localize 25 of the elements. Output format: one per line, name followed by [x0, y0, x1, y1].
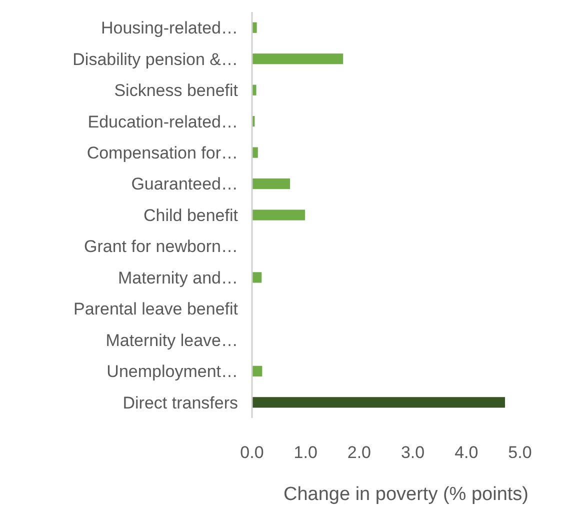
y-tick-label: Education-related…: [88, 112, 238, 132]
y-tick-label: Sickness benefit: [114, 81, 238, 100]
y-tick-label: Parental leave benefit: [74, 300, 238, 319]
bar: [252, 54, 344, 64]
y-tick-label: Unemployment…: [106, 362, 238, 382]
bar: [252, 210, 306, 220]
x-tick-label: 3.0: [400, 443, 425, 462]
bar: [252, 272, 262, 283]
y-tick-label: Guaranteed…: [131, 174, 238, 194]
x-tick-label: 2.0: [347, 443, 372, 462]
y-tick-label: Grant for newborn…: [84, 237, 238, 256]
bar: [252, 397, 505, 408]
x-tick-label: 1.0: [294, 443, 318, 462]
x-tick-label: 4.0: [454, 443, 478, 462]
y-tick-label: Direct transfers: [122, 393, 238, 412]
y-tick-label: Housing-related…: [100, 18, 238, 38]
y-tick-label: Maternity leave…: [106, 330, 238, 350]
x-tick-label: 0.0: [240, 443, 264, 462]
y-tick-label: Disability pension &…: [72, 50, 238, 69]
bar: [252, 178, 290, 190]
x-tick-label: 5.0: [508, 443, 532, 462]
x-axis-title: Change in poverty (% points): [283, 484, 529, 505]
y-tick-label: Compensation for…: [86, 143, 238, 162]
y-tick-label: Child benefit: [143, 206, 238, 225]
y-tick-label: Maternity and…: [118, 268, 238, 288]
